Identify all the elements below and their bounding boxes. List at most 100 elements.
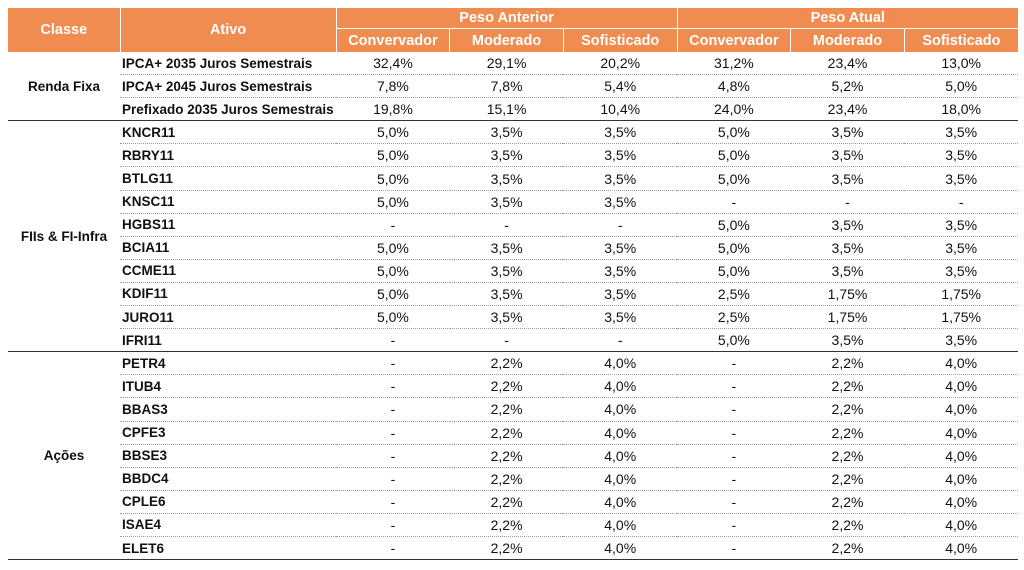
weight-cell: - (336, 490, 450, 514)
weight-cell: 4,0% (563, 351, 678, 376)
table-row: Prefixado 2035 Juros Semestrais 19,8% 15,1… (8, 97, 1018, 122)
ativo-cell: BBDC4 (120, 467, 337, 491)
weight-cell: 31,2% (677, 52, 791, 76)
table-row: IPCA+ 2045 Juros Semestrais 7,8% 7,8% 5,4% 4… (8, 74, 1018, 99)
weight-cell: 23,4% (790, 52, 905, 76)
weight-cell: 2,2% (449, 351, 564, 376)
weight-cell: 15,1% (449, 97, 564, 122)
table-row: KNSC11 5,0% 3,5% 3,5% - - - (8, 190, 1018, 214)
weight-cell: - (336, 421, 450, 445)
weight-cell: 3,5% (904, 143, 1018, 168)
header-peso-anterior: Peso Anterior (336, 8, 678, 29)
weight-cell: 4,0% (904, 513, 1018, 537)
table-row: BBDC4-2,2% 4,0% -2,2% 4,0% (8, 467, 1018, 491)
header-atual-conservador: Convervador (677, 28, 792, 52)
weight-cell: 5,4% (563, 74, 678, 99)
weight-cell: 2,5% (677, 282, 791, 307)
weight-cell: 3,5% (449, 236, 564, 260)
weight-cell: 3,5% (563, 305, 678, 330)
weight-cell: 1,75% (790, 282, 905, 307)
weight-cell: - (677, 190, 791, 214)
header-anterior-sofisticado: Sofisticado (563, 28, 678, 52)
weight-cell: 2,2% (790, 513, 905, 537)
weight-cell: 2,2% (449, 421, 564, 445)
weight-cell: 23,4% (790, 97, 905, 122)
ativo-cell: JURO11 (120, 305, 337, 330)
header-anterior-conservador: Convervador (336, 28, 451, 52)
weight-cell: - (336, 397, 450, 422)
weight-cell: - (336, 467, 450, 491)
table-row: JURO11 5,0% 3,5% 3,5% 2,5% 1,75% 1,75% (8, 305, 1018, 330)
table-row: BBAS3-2,2% 4,0% -2,2% 4,0% (8, 397, 1018, 422)
weight-cell: - (336, 374, 450, 399)
weight-cell: - (449, 328, 564, 353)
weight-cell: 2,2% (449, 374, 564, 399)
classe-cell: Ações (8, 351, 121, 561)
weight-cell: 4,0% (904, 397, 1018, 422)
weight-cell: 2,2% (449, 536, 564, 561)
weight-cell: 7,8% (449, 74, 564, 99)
ativo-cell: HGBS11 (120, 213, 337, 237)
weight-cell: 19,8% (336, 97, 450, 122)
weight-cell: 5,0% (677, 143, 791, 168)
weight-cell: - (790, 190, 905, 214)
table-body: Renda Fixa IPCA+ 2035 Juros Semestrais 32,… (8, 52, 1018, 561)
weight-cell: - (336, 513, 450, 537)
weight-cell: 2,5% (677, 305, 791, 330)
weight-cell: 5,0% (336, 166, 450, 191)
allocation-table: Classe Ativo Peso Anterior Peso Atual Co… (8, 8, 1018, 561)
weight-cell: 3,5% (449, 166, 564, 191)
table-row: Renda Fixa IPCA+ 2035 Juros Semestrais 32,… (8, 52, 1018, 122)
weight-cell: 3,5% (904, 236, 1018, 260)
table-row: BCIA11 5,0% 3,5% 3,5% 5,0% 3,5% 3,5% (8, 236, 1018, 260)
weight-cell: 3,5% (449, 143, 564, 168)
weight-cell: 10,4% (563, 97, 678, 122)
ativo-cell: PETR4 (120, 351, 337, 376)
ativo-cell: BCIA11 (120, 236, 337, 260)
weight-cell: 2,2% (449, 397, 564, 422)
header-atual-sofisticado: Sofisticado (904, 28, 1018, 52)
weight-cell: - (677, 536, 791, 561)
weight-cell: 5,0% (677, 328, 791, 353)
ativo-cell: KNSC11 (120, 190, 337, 214)
weight-cell: 3,5% (449, 120, 564, 145)
weight-cell: 32,4% (336, 52, 450, 76)
weight-cell: 3,5% (790, 213, 905, 237)
ativo-cell: RBRY11 (120, 143, 337, 168)
weight-cell: - (336, 328, 450, 353)
weight-cell: 3,5% (904, 328, 1018, 353)
weight-cell: - (336, 444, 450, 468)
weight-cell: 3,5% (904, 259, 1018, 283)
table-row: CPFE3-2,2% 4,0% -2,2% 4,0% (8, 421, 1018, 445)
weight-cell: - (677, 351, 791, 376)
table-row: Ações PETR4-2,2% 4,0% -2,2% 4,0% (8, 351, 1018, 561)
weight-cell: 3,5% (790, 328, 905, 353)
weight-cell: - (677, 490, 791, 514)
weight-cell: - (336, 536, 450, 561)
weight-cell: 2,2% (449, 444, 564, 468)
weight-cell: 4,0% (563, 536, 678, 561)
table-row: ELET6-2,2% 4,0% -2,2% 4,0% (8, 536, 1018, 561)
weight-cell: 5,0% (336, 282, 450, 307)
weight-cell: 4,0% (904, 444, 1018, 468)
weight-cell: 5,0% (677, 213, 791, 237)
weight-cell: - (677, 444, 791, 468)
weight-cell: 5,0% (677, 259, 791, 283)
ativo-cell: BBSE3 (120, 444, 337, 468)
ativo-cell: Prefixado 2035 Juros Semestrais (120, 97, 337, 122)
weight-cell: - (336, 213, 450, 237)
weight-cell: 5,0% (677, 120, 791, 145)
weight-cell: 4,0% (563, 513, 678, 537)
ativo-cell: ITUB4 (120, 374, 337, 399)
weight-cell: 2,2% (790, 490, 905, 514)
weight-cell: 3,5% (790, 120, 905, 145)
weight-cell: 4,0% (563, 397, 678, 422)
weight-cell: 2,2% (790, 467, 905, 491)
ativo-cell: KDIF11 (120, 282, 337, 307)
table-row: BTLG11 5,0% 3,5% 3,5% 5,0% 3,5% 3,5% (8, 166, 1018, 191)
weight-cell: 29,1% (449, 52, 564, 76)
ativo-cell: CCME11 (120, 259, 337, 283)
table-row: KDIF11 5,0% 3,5% 3,5% 2,5% 1,75% 1,75% (8, 282, 1018, 307)
weight-cell: 1,75% (904, 305, 1018, 330)
ativo-cell: ELET6 (120, 536, 337, 561)
